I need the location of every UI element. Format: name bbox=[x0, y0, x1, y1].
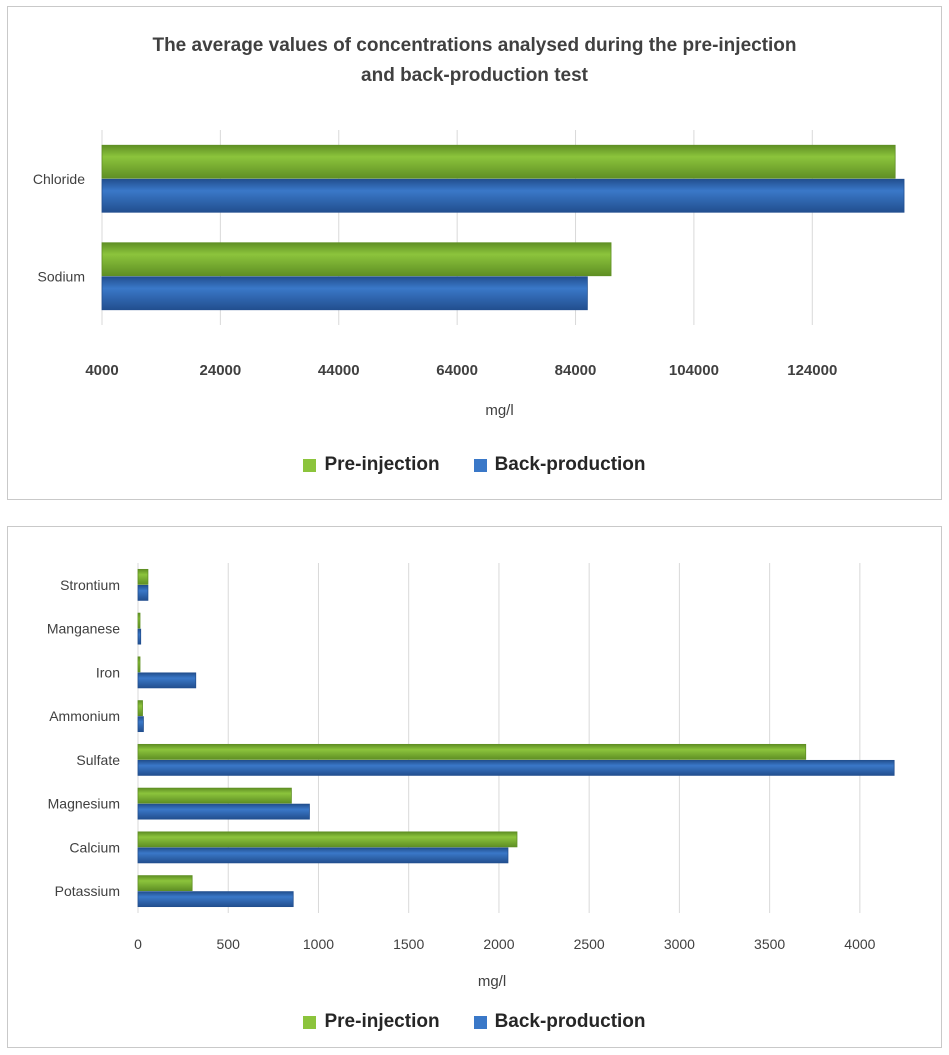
bar-pre-injection-sulfate bbox=[137, 743, 807, 760]
x-tick-label-2000: 2000 bbox=[483, 936, 514, 952]
x-tick-label-3000: 3000 bbox=[664, 936, 695, 952]
y-category-label-manganese: Manganese bbox=[47, 621, 120, 637]
x-tick-label-44000: 44000 bbox=[318, 362, 360, 379]
chart-panel-bottom: 0 500 1000 1500 2000 2500 3000 3500 4000 mg/l Stro… bbox=[7, 526, 942, 1048]
bar-back-production-strontium bbox=[137, 584, 149, 601]
x-tick-label-0: 0 bbox=[134, 936, 142, 952]
legend-item-pre-injection: Pre-injection bbox=[303, 454, 440, 476]
y-category-label-strontium: Strontium bbox=[60, 577, 120, 593]
x-tick-label-4000: 4000 bbox=[85, 362, 118, 379]
legend-swatch-back-production bbox=[473, 1015, 487, 1029]
y-category-label-ammonium: Ammonium bbox=[49, 708, 120, 724]
x-tick-label-64000: 64000 bbox=[436, 362, 478, 379]
y-category-label-calcium: Calcium bbox=[69, 839, 120, 855]
y-category-label-magnesium: Magnesium bbox=[48, 796, 120, 812]
bar-pre-injection-calcium bbox=[137, 831, 518, 848]
bar-pre-injection-sodium bbox=[101, 242, 612, 277]
legend-swatch-pre-injection bbox=[303, 458, 317, 472]
y-category-label-iron: Iron bbox=[96, 664, 120, 680]
x-tick-label-1500: 1500 bbox=[393, 936, 424, 952]
legend-label-back-production: Back-production bbox=[494, 1011, 646, 1032]
x-tick-label-3500: 3500 bbox=[754, 936, 785, 952]
bar-pre-injection-chloride bbox=[101, 144, 896, 179]
y-category-label-sulfate: Sulfate bbox=[76, 752, 120, 768]
chart-legend-bottom: Pre-injection Back-production bbox=[8, 1011, 941, 1033]
legend-label-pre-injection: Pre-injection bbox=[324, 454, 440, 475]
legend-label-pre-injection: Pre-injection bbox=[324, 1011, 440, 1032]
x-tick-label-2500: 2500 bbox=[574, 936, 605, 952]
legend-item-back-production: Back-production bbox=[473, 1011, 646, 1033]
bar-pre-injection-iron bbox=[137, 656, 141, 673]
bar-back-production-iron bbox=[137, 672, 197, 689]
x-tick-label-500: 500 bbox=[217, 936, 241, 952]
bar-back-production-magnesium bbox=[137, 803, 310, 820]
y-category-label-chloride: Chloride bbox=[33, 171, 85, 187]
legend-label-back-production: Back-production bbox=[494, 454, 646, 475]
chart-plot-top: 4000 24000 44000 64000 84000 104000 124000 mg/l… bbox=[33, 130, 905, 419]
bar-pre-injection-strontium bbox=[137, 568, 149, 585]
legend-swatch-back-production bbox=[473, 458, 487, 472]
chart-plot-bottom: 0 500 1000 1500 2000 2500 3000 3500 4000 mg/l Stro… bbox=[47, 563, 895, 990]
bar-back-production-ammonium bbox=[137, 716, 144, 733]
bar-pre-injection-potassium bbox=[137, 875, 193, 892]
x-tick-label-104000: 104000 bbox=[669, 362, 719, 379]
x-tick-label-124000: 124000 bbox=[787, 362, 837, 379]
bar-back-production-potassium bbox=[137, 891, 294, 908]
legend-item-back-production: Back-production bbox=[473, 454, 646, 476]
chart-legend-top: Pre-injection Back-production bbox=[8, 454, 941, 476]
bar-back-production-sodium bbox=[101, 276, 588, 311]
chart-title-line1: The average values of concentrations ana… bbox=[152, 35, 797, 56]
x-tick-label-24000: 24000 bbox=[200, 362, 242, 379]
x-tick-label-4000: 4000 bbox=[844, 936, 875, 952]
x-axis-label: mg/l bbox=[478, 973, 506, 990]
x-tick-label-84000: 84000 bbox=[555, 362, 597, 379]
bar-pre-injection-magnesium bbox=[137, 787, 292, 804]
bar-back-production-chloride bbox=[101, 178, 905, 213]
y-category-label-potassium: Potassium bbox=[55, 883, 120, 899]
legend-item-pre-injection: Pre-injection bbox=[303, 1011, 440, 1033]
y-category-label-sodium: Sodium bbox=[38, 268, 85, 284]
chart-panel-top: The average values of concentrations ana… bbox=[7, 6, 942, 500]
chart-title-line2: and back-production test bbox=[361, 65, 588, 86]
x-axis-label: mg/l bbox=[485, 402, 513, 419]
bar-pre-injection-ammonium bbox=[137, 700, 143, 717]
bar-back-production-calcium bbox=[137, 847, 509, 864]
bar-back-production-manganese bbox=[137, 628, 142, 645]
legend-swatch-pre-injection bbox=[303, 1015, 317, 1029]
bar-back-production-sulfate bbox=[137, 759, 895, 776]
bar-pre-injection-manganese bbox=[137, 612, 141, 629]
x-tick-label-1000: 1000 bbox=[303, 936, 334, 952]
